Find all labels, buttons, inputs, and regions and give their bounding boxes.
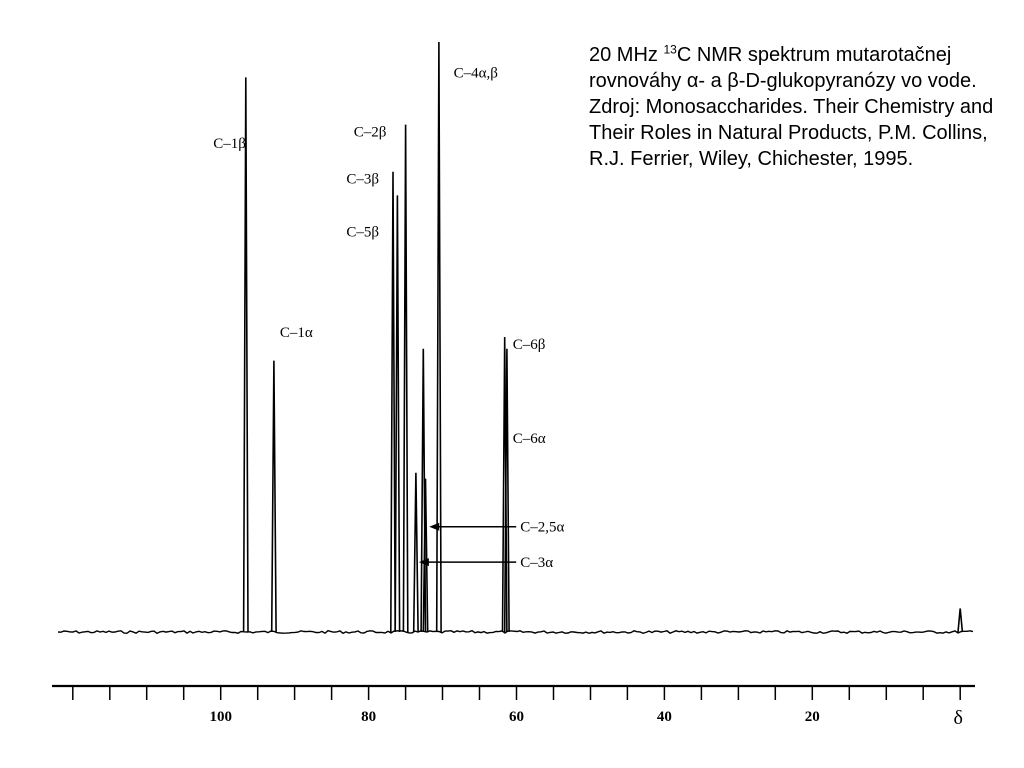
peak-label-7: C–6α	[513, 431, 546, 447]
x-axis-tick-labels: 100 80 60 40 20 δ	[209, 707, 962, 729]
x-tick-label-0: 100	[209, 709, 232, 725]
peak-4	[402, 124, 409, 633]
x-tick-label-4: 20	[805, 709, 820, 725]
peak-label-1: C–2β	[354, 124, 387, 140]
x-tick-label-1: 80	[361, 709, 376, 725]
peak-0	[242, 77, 249, 633]
peak-label-5: C–4α,β	[454, 65, 498, 81]
peak-group	[242, 41, 964, 633]
peak-label-4: C–1α	[280, 325, 313, 341]
peak-label-8: C–2,5α	[520, 520, 564, 536]
peak-label-3: C–5β	[346, 225, 379, 241]
annotation-arrowhead-9	[418, 558, 429, 567]
x-tick-label-2: 60	[509, 709, 524, 725]
caption-body: C NMR spektrum mutarotačnej rovnováhy α-…	[589, 44, 994, 170]
x-tick-label-5: δ	[953, 707, 962, 729]
peak-1	[270, 360, 277, 633]
peak-7	[422, 478, 429, 633]
peak-8	[435, 41, 442, 633]
peak-11	[957, 608, 964, 633]
caption-frequency: 20 MHz	[589, 44, 664, 66]
peak-5	[412, 472, 419, 633]
spectrum-trace	[57, 629, 974, 635]
peak-label-2: C–3β	[346, 172, 379, 188]
figure-caption: 20 MHz 13C NMR spektrum mutarotačnej rov…	[589, 42, 1014, 172]
peak-10	[503, 348, 510, 633]
peak-label-6: C–6β	[513, 337, 546, 353]
x-tick-label-3: 40	[657, 709, 672, 725]
peak-label-9: C–3α	[520, 555, 553, 571]
peak-label-0: C–1β	[213, 136, 246, 152]
x-axis-ticks	[72, 686, 961, 700]
peak-3	[394, 195, 401, 633]
peak-label-group: C–1β C–2β C–3β C–5β C–1α C–4α,β C–6β C–6α C–2,5α…	[213, 65, 564, 571]
caption-isotope-mass: 13	[663, 42, 677, 57]
peak-2	[390, 171, 396, 633]
annotation-arrowhead-8	[429, 522, 440, 531]
